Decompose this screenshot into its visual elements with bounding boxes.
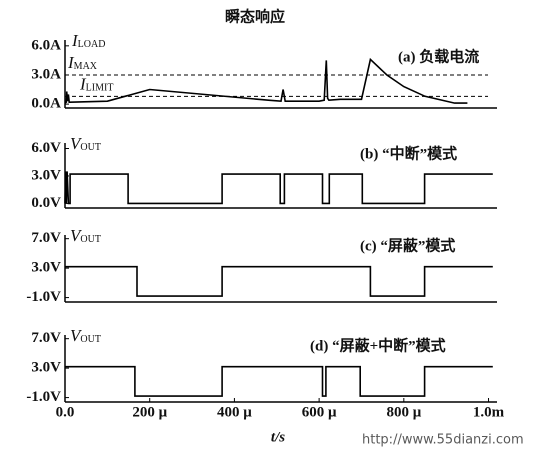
symbol: V (70, 226, 83, 245)
y-tick-label: 3.0V (31, 360, 61, 376)
waveform (65, 265, 493, 297)
symbol: I (79, 74, 87, 93)
subscript: OUT (80, 334, 101, 345)
waveform (64, 171, 493, 205)
y-tick-label: 7.0V (31, 330, 61, 346)
panel-label: (c) “屏蔽”模式 (360, 236, 455, 254)
subscript: LIMIT (86, 83, 114, 94)
y-tick-label: 3.0A (31, 66, 61, 82)
x-tick-label: 1.0m (473, 404, 505, 420)
y-tick-label: -1.0V (26, 389, 61, 405)
subscript: OUT (80, 142, 101, 153)
y-tick-label: 3.0V (31, 260, 61, 276)
y-tick-label: 6.0V (31, 140, 61, 156)
y-tick-label: 0.0V (31, 195, 61, 211)
axis-symbol: ILIMIT (79, 74, 113, 93)
symbol: V (70, 134, 83, 153)
waveform (64, 57, 468, 104)
x-tick-label: 600 μ (302, 404, 337, 420)
y-tick-label: 7.0V (31, 230, 61, 246)
axis-symbol: IMAX (67, 53, 98, 72)
x-tick-label: 200 μ (132, 404, 167, 420)
y-tick-label: 0.0A (31, 96, 61, 112)
panel-label: (d) “屏蔽+中断”模式 (310, 336, 446, 354)
y-tick-label: -1.0V (26, 289, 61, 305)
symbol: V (70, 326, 83, 345)
x-tick-label: 800 μ (386, 404, 421, 420)
subscript: LOAD (78, 39, 106, 50)
axis-symbol: VOUT (70, 226, 101, 245)
subscript: MAX (74, 61, 98, 72)
panel-label: (b) “中断”模式 (360, 144, 457, 162)
watermark: http://www.55dianzi.com (362, 433, 524, 448)
subscript: OUT (80, 234, 101, 245)
x-tick-label: 400 μ (217, 404, 252, 420)
axis-symbol: ILOAD (71, 31, 105, 50)
axis-symbol: VOUT (70, 326, 101, 345)
symbol: I (71, 31, 79, 50)
y-tick-label: 3.0V (31, 167, 61, 183)
panel-label: (a) 负载电流 (398, 47, 479, 65)
chart-title: 瞬态响应 (225, 7, 285, 25)
x-axis-label: t/s (271, 429, 285, 445)
waveform (65, 365, 493, 397)
symbol: I (67, 53, 75, 72)
axis-symbol: VOUT (70, 134, 101, 153)
x-tick-label: 0.0 (56, 404, 75, 420)
y-tick-label: 6.0A (31, 37, 61, 53)
